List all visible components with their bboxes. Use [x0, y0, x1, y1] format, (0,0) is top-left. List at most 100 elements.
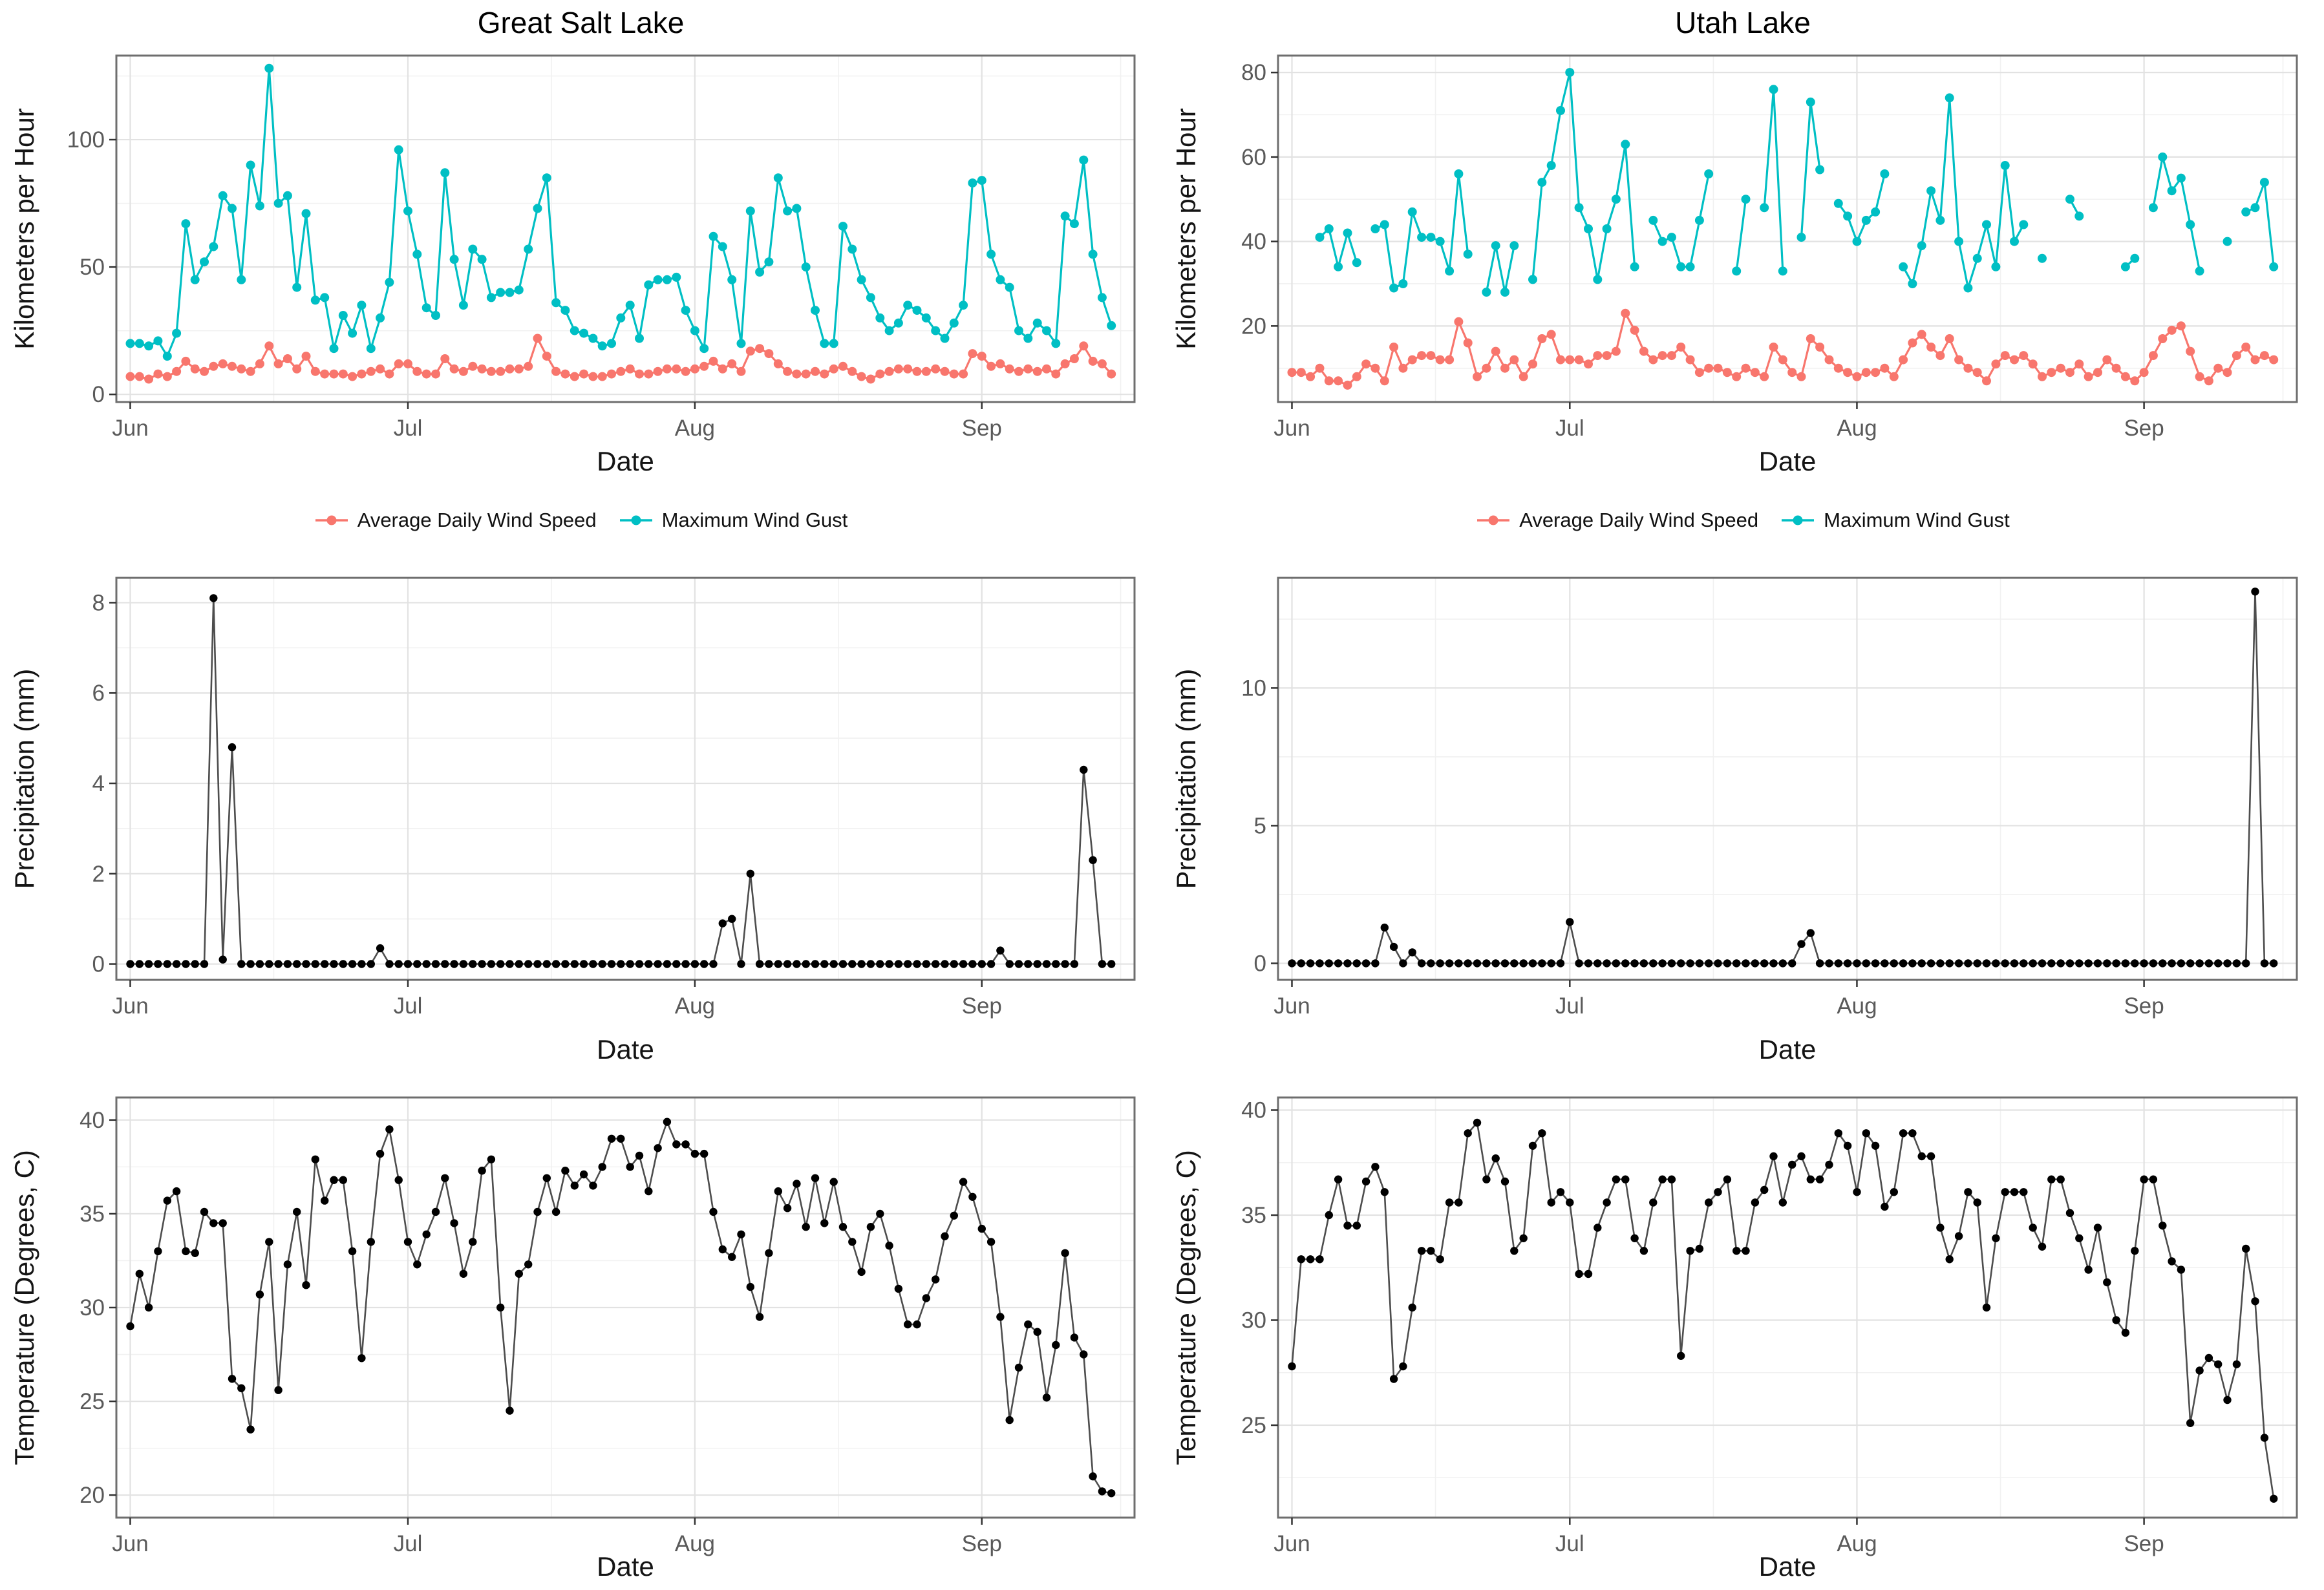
data-point	[1296, 368, 1306, 377]
data-point	[838, 361, 848, 371]
data-point	[579, 960, 588, 968]
data-point	[1667, 233, 1676, 242]
data-point	[663, 1118, 672, 1126]
data-point	[560, 306, 570, 315]
data-point	[2168, 959, 2176, 968]
data-point	[2056, 363, 2065, 373]
data-point	[2159, 959, 2167, 968]
data-point	[477, 255, 487, 264]
data-point	[1917, 959, 1926, 968]
data-point	[968, 349, 977, 359]
data-point	[524, 960, 533, 968]
data-point	[2241, 207, 2251, 217]
data-point	[431, 311, 440, 320]
y-tick-label: 20	[1241, 313, 1266, 339]
data-point	[1491, 1154, 1500, 1163]
data-point	[801, 369, 811, 379]
data-point	[1935, 351, 1945, 361]
data-point	[209, 1219, 218, 1227]
data-point	[1917, 241, 1926, 251]
data-point	[802, 960, 810, 968]
data-point	[773, 359, 783, 368]
data-point	[941, 1232, 949, 1240]
x-axis-title: Date	[597, 1551, 654, 1582]
data-point	[996, 946, 1005, 955]
data-point	[1051, 339, 1061, 348]
data-point	[1042, 1394, 1051, 1402]
data-point	[1676, 262, 1686, 271]
data-point	[1611, 346, 1621, 356]
data-point	[1500, 1177, 1509, 1186]
y-axis-title: Kilometers per Hour	[9, 108, 39, 349]
data-point	[1097, 359, 1107, 368]
data-point	[1306, 372, 1316, 381]
data-point	[709, 1207, 718, 1216]
data-point	[468, 244, 478, 254]
data-point	[709, 356, 718, 366]
data-point	[1991, 359, 2001, 369]
data-point	[2259, 351, 2269, 361]
data-point	[931, 364, 941, 374]
data-point	[2120, 372, 2130, 381]
data-point	[1797, 1152, 1806, 1161]
data-point	[1343, 228, 1352, 238]
data-point	[1843, 211, 1853, 221]
data-point	[2010, 959, 2019, 968]
data-point	[773, 173, 783, 183]
data-point	[1343, 959, 1352, 968]
data-point	[1843, 368, 1853, 377]
data-point	[2195, 1366, 2204, 1375]
data-point	[663, 960, 672, 968]
data-point	[838, 960, 848, 968]
data-point	[986, 361, 996, 371]
data-point	[1621, 959, 1630, 968]
data-point	[959, 1178, 968, 1186]
data-point	[1361, 1177, 1370, 1186]
data-point	[857, 960, 866, 968]
data-point	[2121, 1328, 2130, 1337]
series-line	[1291, 1121, 2275, 1499]
data-point	[579, 369, 589, 379]
x-tick-label: Aug	[1837, 1531, 1877, 1556]
data-point	[598, 960, 606, 968]
data-point	[1890, 1188, 1898, 1196]
data-point	[1297, 1255, 1305, 1264]
data-point	[1098, 1487, 1107, 1496]
data-point	[2148, 203, 2158, 213]
data-point	[617, 1134, 625, 1143]
data-point	[996, 275, 1005, 284]
x-tick-label: Jun	[1274, 1531, 1310, 1556]
data-point	[1806, 1175, 1815, 1183]
data-point	[736, 339, 746, 348]
data-point	[1871, 1141, 1880, 1150]
data-point	[2139, 368, 2149, 377]
data-point	[1033, 960, 1041, 968]
data-point	[301, 209, 311, 218]
gsl-wind-legend: Average Daily Wind Speed Maximum Wind Gu…	[0, 485, 1162, 556]
data-point	[1889, 372, 1899, 381]
data-point	[1936, 959, 1945, 968]
x-axis-title: Date	[597, 446, 654, 476]
data-point	[570, 960, 579, 968]
data-point	[394, 359, 403, 368]
data-point	[1862, 959, 1870, 968]
data-point	[487, 1155, 496, 1163]
x-axis-title: Date	[1759, 1034, 1817, 1065]
chart-gsl-precip: Jun Jul Aug Sep Date 0 2 4 6 8 Precipitation (mm)	[0, 556, 1162, 1073]
data-point	[617, 960, 625, 968]
gsl-wind-plot: Jun Jul Aug Sep Date 0 50 100 Kilometers per Hou…	[9, 54, 1136, 476]
data-point	[866, 293, 875, 302]
data-point	[2158, 334, 2168, 343]
x-tick-label: Jun	[1274, 993, 1310, 1019]
data-point	[1843, 959, 1852, 968]
gridlines	[1278, 1097, 2297, 1518]
data-point	[1427, 1247, 1435, 1255]
y-tick-label: 20	[80, 1483, 105, 1508]
data-point	[394, 960, 403, 968]
data-point	[190, 275, 200, 284]
data-point	[1630, 262, 1639, 271]
data-point	[755, 960, 764, 968]
data-point	[1371, 1163, 1380, 1171]
gridlines	[1278, 578, 2297, 980]
data-point	[293, 1207, 301, 1216]
